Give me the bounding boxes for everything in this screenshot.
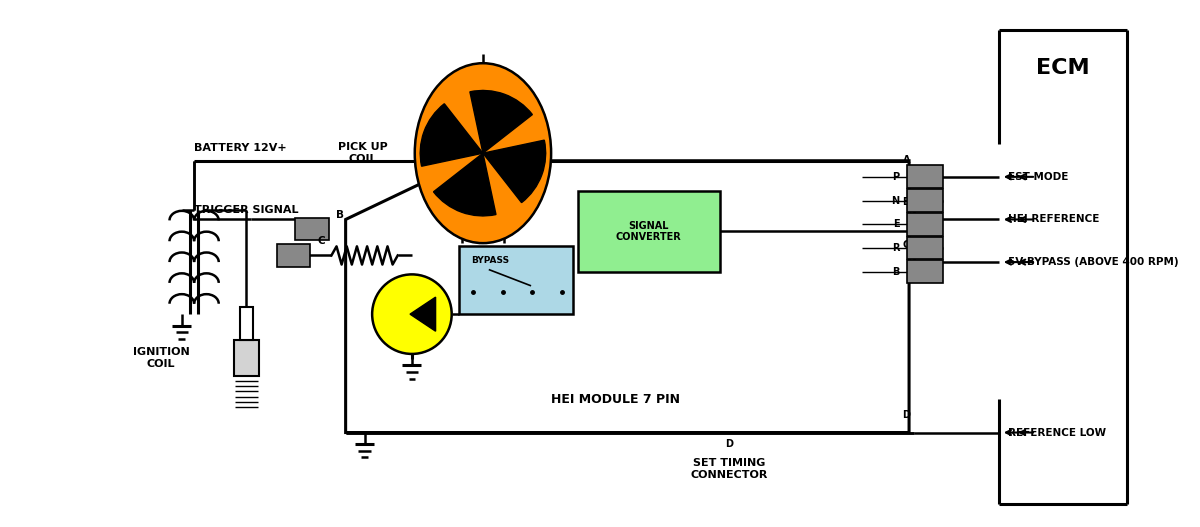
Text: A: A [902,154,910,164]
Text: HEI REFERENCE: HEI REFERENCE [1008,214,1100,225]
Ellipse shape [415,63,551,243]
Text: IGNITION
COIL: IGNITION COIL [133,347,190,369]
Wedge shape [470,91,533,153]
Text: C: C [902,240,910,250]
FancyBboxPatch shape [907,189,943,212]
Text: D: D [725,438,733,448]
Text: E: E [893,219,900,229]
FancyBboxPatch shape [577,191,720,271]
Text: P: P [893,172,900,182]
Text: REFERENCE LOW: REFERENCE LOW [1008,427,1106,437]
Text: EST MODE: EST MODE [1008,172,1069,182]
FancyBboxPatch shape [240,307,253,340]
Text: N: N [892,196,900,206]
Text: C: C [317,236,325,246]
FancyBboxPatch shape [907,165,943,188]
FancyBboxPatch shape [295,218,329,240]
Text: BYPASS: BYPASS [470,257,509,266]
Wedge shape [420,104,482,166]
Wedge shape [482,140,546,202]
FancyBboxPatch shape [276,244,310,267]
Text: B: B [893,267,900,277]
FancyBboxPatch shape [907,237,943,259]
Wedge shape [433,153,496,216]
Text: PICK UP
COIL: PICK UP COIL [338,142,388,164]
FancyBboxPatch shape [460,246,572,314]
Text: SIGNAL
CONVERTER: SIGNAL CONVERTER [616,220,682,242]
Polygon shape [410,297,436,331]
FancyBboxPatch shape [907,260,943,283]
Text: 5V BYPASS (ABOVE 400 RPM): 5V BYPASS (ABOVE 400 RPM) [1008,257,1180,267]
Text: ECM: ECM [1036,58,1090,78]
Text: R: R [892,243,900,253]
Text: B: B [902,197,910,207]
Text: D: D [902,410,911,420]
Circle shape [372,275,451,354]
Text: SET TIMING
CONNECTOR: SET TIMING CONNECTOR [690,458,768,480]
Text: B: B [336,210,344,220]
Text: BATTERY 12V+: BATTERY 12V+ [194,143,287,153]
FancyBboxPatch shape [234,340,258,376]
Text: TRIGGER SIGNAL: TRIGGER SIGNAL [194,204,299,214]
FancyBboxPatch shape [907,213,943,236]
Text: HEI MODULE 7 PIN: HEI MODULE 7 PIN [551,393,680,406]
